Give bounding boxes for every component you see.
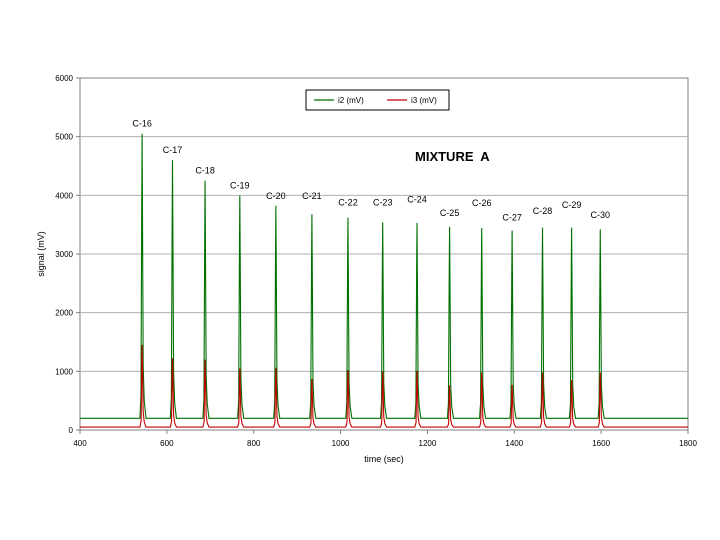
annotation-mixture: MIXTURE A xyxy=(415,149,490,164)
peak-label: C-26 xyxy=(472,198,492,208)
legend-label-i2: i2 (mV) xyxy=(338,96,364,105)
peak-labels: C-16 C-17 C-18 C-19 C-20 C-21 C-22 C-23 C-24 C-25… xyxy=(132,119,610,223)
y-tick-label: 0 xyxy=(69,426,74,435)
series-line-i3 xyxy=(80,344,688,428)
peak-label: C-30 xyxy=(591,210,611,220)
peak-label: C-29 xyxy=(562,200,582,210)
peak-label: C-17 xyxy=(163,145,183,155)
peak-label: C-18 xyxy=(195,166,215,176)
y-tick-label: 1000 xyxy=(55,367,73,376)
peak-label: C-27 xyxy=(502,213,522,223)
y-tick-label: 6000 xyxy=(55,74,73,83)
y-tick-label: 4000 xyxy=(55,191,73,200)
y-axis-label: signal (mV) xyxy=(36,231,46,277)
x-tick-label: 600 xyxy=(160,439,174,448)
x-tick-label: 1800 xyxy=(679,439,697,448)
x-tick-label: 1000 xyxy=(332,439,350,448)
peak-label: C-22 xyxy=(338,197,358,207)
legend-box xyxy=(305,89,450,111)
peak-label: C-23 xyxy=(373,197,393,207)
y-axis-ticks: 0 1000 2000 3000 4000 5000 6000 xyxy=(55,74,80,435)
x-tick-label: 1600 xyxy=(592,439,610,448)
peak-label: C-25 xyxy=(440,208,460,218)
x-tick-label: 1400 xyxy=(505,439,523,448)
legend: i2 (mV) i3 (mV) xyxy=(305,89,450,111)
y-tick-label: 3000 xyxy=(55,250,73,259)
peak-label: C-16 xyxy=(132,119,152,129)
x-axis-ticks: 400 600 800 1000 1200 1400 1600 1800 xyxy=(73,430,697,448)
x-tick-label: 400 xyxy=(73,439,87,448)
peak-label: C-28 xyxy=(533,206,553,216)
x-tick-label: 1200 xyxy=(419,439,437,448)
series-lines xyxy=(80,133,688,428)
peak-label: C-20 xyxy=(266,191,286,201)
x-axis-label: time (sec) xyxy=(364,454,404,464)
y-tick-label: 5000 xyxy=(55,133,73,142)
series-line-i2 xyxy=(80,133,688,419)
y-tick-label: 2000 xyxy=(55,309,73,318)
peak-label: C-19 xyxy=(230,180,250,190)
peak-label: C-21 xyxy=(302,191,322,201)
legend-label-i3: i3 (mV) xyxy=(411,96,437,105)
peak-label: C-24 xyxy=(407,194,427,204)
x-tick-label: 800 xyxy=(247,439,261,448)
gridlines xyxy=(80,136,688,372)
